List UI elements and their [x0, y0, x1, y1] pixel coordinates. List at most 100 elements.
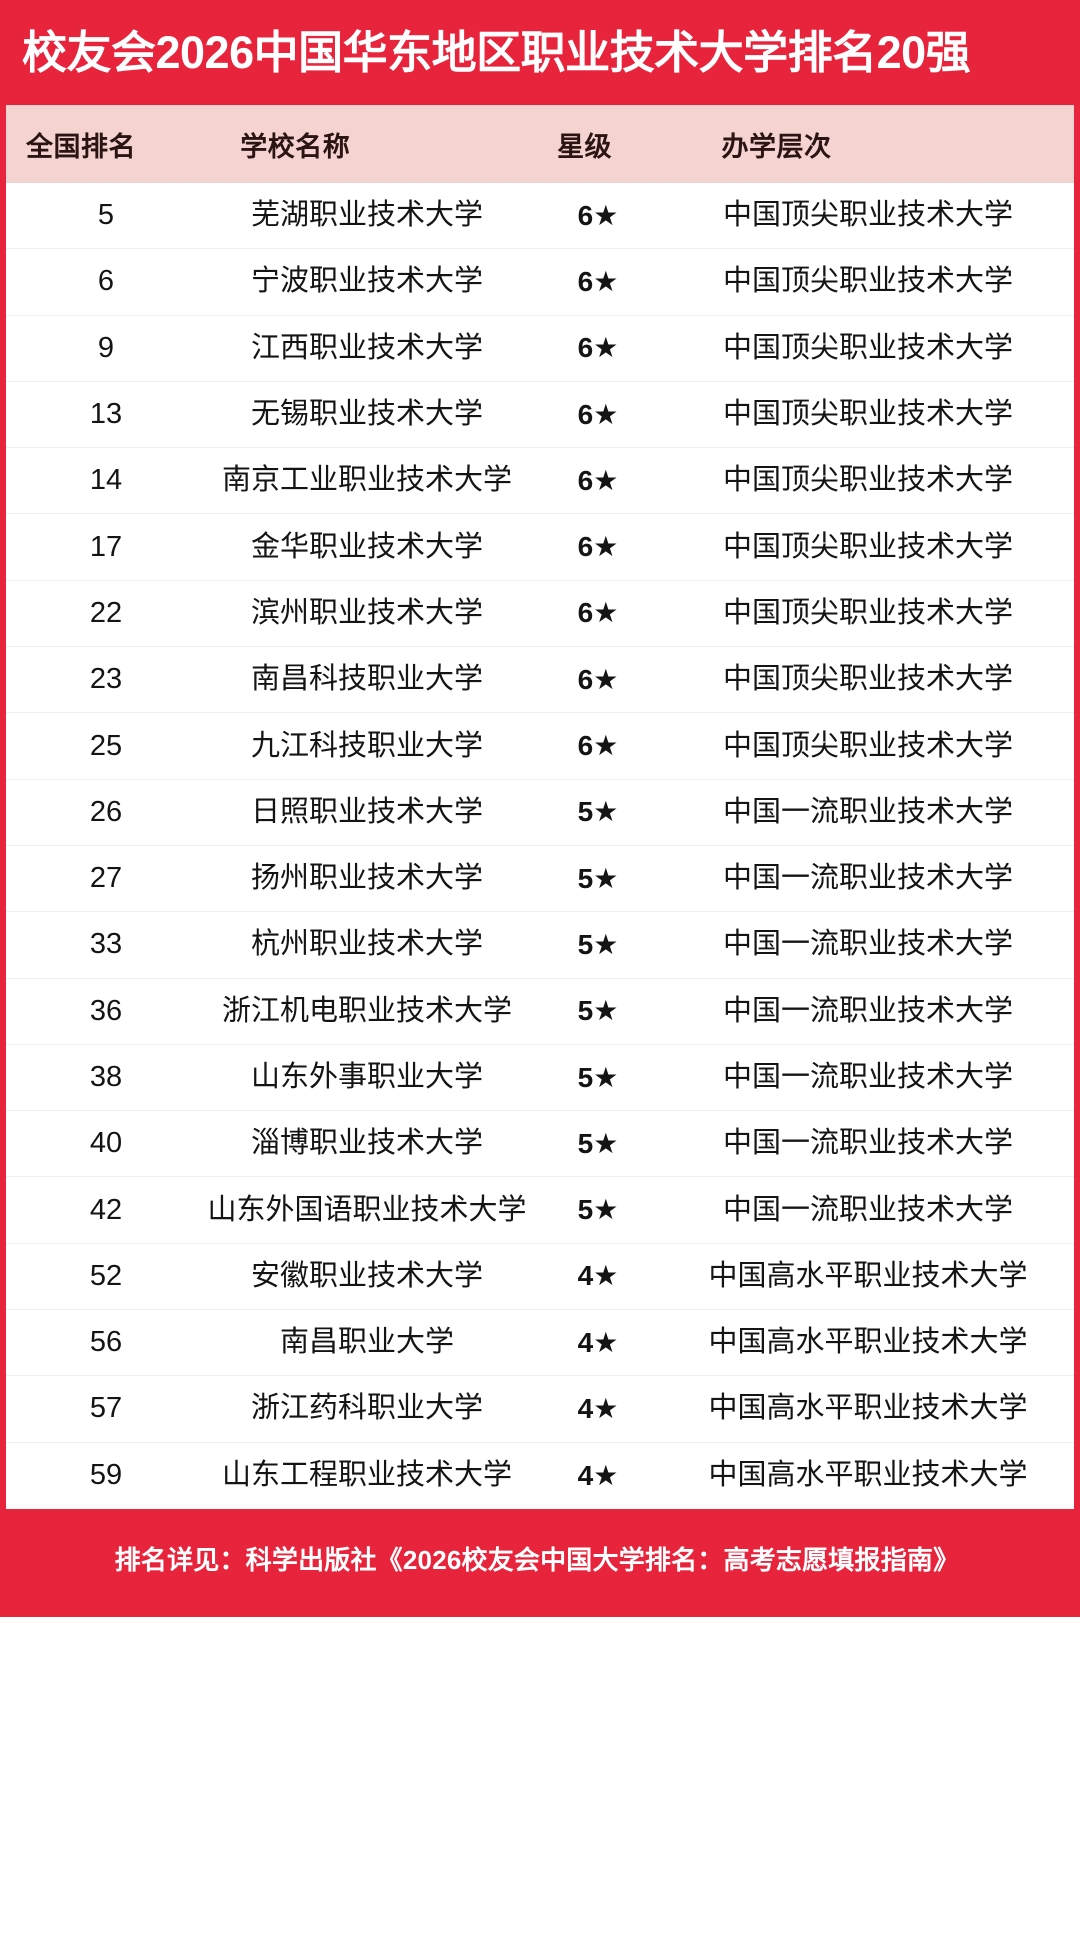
column-header-rank: 全国排名 — [26, 131, 136, 162]
cell-level: 中国顶尖职业技术大学 — [722, 265, 1013, 298]
cell-level: 中国高水平职业技术大学 — [708, 1326, 1028, 1359]
table-row: 23 南昌科技职业大学 6★ 中国顶尖职业技术大学 — [6, 647, 1074, 714]
cell-level: 中国高水平职业技术大学 — [708, 1459, 1028, 1492]
cell-school-name: 九江科技职业大学 — [250, 729, 483, 762]
footer-banner: 排名详见：科学出版社《2026校友会中国大学排名：高考志愿填报指南》 — [0, 1508, 1080, 1609]
cell-level: 中国顶尖职业技术大学 — [722, 331, 1013, 364]
cell-star-rating: 6★ — [577, 265, 619, 297]
cell-rank: 9 — [97, 331, 115, 364]
table-row: 56 南昌职业大学 4★ 中国高水平职业技术大学 — [6, 1310, 1074, 1377]
cell-school-name: 山东外国语职业技术大学 — [207, 1193, 527, 1226]
cell-star-rating: 5★ — [577, 1061, 619, 1093]
cell-school-name: 浙江药科职业大学 — [250, 1392, 483, 1425]
cell-star-rating: 6★ — [577, 531, 619, 563]
table-row: 22 滨州职业技术大学 6★ 中国顶尖职业技术大学 — [6, 581, 1074, 648]
cell-level: 中国一流职业技术大学 — [722, 1193, 1013, 1226]
cell-level: 中国顶尖职业技术大学 — [722, 596, 1013, 629]
cell-school-name: 南昌科技职业大学 — [250, 663, 483, 696]
cell-rank: 52 — [89, 1259, 123, 1292]
column-header-star: 星级 — [557, 131, 613, 162]
cell-level: 中国顶尖职业技术大学 — [722, 199, 1013, 232]
table-row: 36 浙江机电职业技术大学 5★ 中国一流职业技术大学 — [6, 979, 1074, 1045]
cell-star-rating: 5★ — [577, 1194, 619, 1226]
table-row: 33 杭州职业技术大学 5★ 中国一流职业技术大学 — [6, 912, 1074, 979]
table-header-row: 全国排名 学校名称 星级 办学层次 — [6, 105, 1074, 183]
cell-level: 中国一流职业技术大学 — [722, 795, 1013, 828]
cell-rank: 33 — [89, 928, 123, 961]
cell-rank: 13 — [89, 398, 123, 431]
cell-school-name: 杭州职业技术大学 — [250, 928, 483, 961]
table-row: 13 无锡职业技术大学 6★ 中国顶尖职业技术大学 — [6, 382, 1074, 449]
cell-school-name: 山东工程职业技术大学 — [221, 1459, 512, 1492]
cell-rank: 14 — [89, 464, 123, 497]
table-row: 14 南京工业职业技术大学 6★ 中国顶尖职业技术大学 — [6, 448, 1074, 515]
cell-rank: 26 — [89, 795, 123, 828]
cell-level: 中国顶尖职业技术大学 — [722, 663, 1013, 696]
cell-school-name: 淄博职业技术大学 — [250, 1127, 483, 1160]
table-row: 27 扬州职业技术大学 5★ 中国一流职业技术大学 — [6, 846, 1074, 913]
table-row: 38 山东外事职业大学 5★ 中国一流职业技术大学 — [6, 1045, 1074, 1112]
table-row: 17 金华职业技术大学 6★ 中国顶尖职业技术大学 — [6, 514, 1074, 581]
cell-level: 中国一流职业技术大学 — [722, 1127, 1013, 1160]
page-title: 校友会2026中国华东地区职业技术大学排名20强 — [22, 27, 971, 78]
cell-rank: 42 — [89, 1193, 123, 1226]
cell-star-rating: 5★ — [577, 1127, 619, 1159]
cell-star-rating: 6★ — [577, 464, 619, 496]
cell-star-rating: 4★ — [577, 1326, 619, 1358]
cell-level: 中国顶尖职业技术大学 — [722, 464, 1013, 497]
cell-star-rating: 6★ — [577, 730, 619, 762]
table-body: 5 芜湖职业技术大学 6★ 中国顶尖职业技术大学 6 宁波职业技术大学 6★ 中国顶尖职业技术… — [6, 183, 1074, 1509]
ranking-table: 全国排名 学校名称 星级 办学层次 5 芜湖职业技术大学 6★ 中国顶尖职业技术大学 6… — [0, 105, 1080, 1509]
cell-level: 中国顶尖职业技术大学 — [722, 530, 1013, 563]
cell-level: 中国一流职业技术大学 — [722, 928, 1013, 961]
cell-school-name: 日照职业技术大学 — [250, 795, 483, 828]
table-row: 42 山东外国语职业技术大学 5★ 中国一流职业技术大学 — [6, 1177, 1074, 1244]
table-row: 5 芜湖职业技术大学 6★ 中国顶尖职业技术大学 — [6, 183, 1074, 250]
cell-level: 中国顶尖职业技术大学 — [722, 729, 1013, 762]
cell-star-rating: 6★ — [577, 663, 619, 695]
cell-star-rating: 5★ — [577, 995, 619, 1027]
cell-school-name: 无锡职业技术大学 — [250, 398, 483, 431]
cell-school-name: 滨州职业技术大学 — [250, 596, 483, 629]
cell-star-rating: 6★ — [577, 199, 619, 231]
cell-rank: 5 — [97, 199, 115, 232]
column-header-name: 学校名称 — [240, 131, 351, 162]
title-banner: 校友会2026中国华东地区职业技术大学排名20强 — [0, 0, 1080, 105]
table-row: 52 安徽职业技术大学 4★ 中国高水平职业技术大学 — [6, 1244, 1074, 1311]
cell-level: 中国一流职业技术大学 — [722, 1061, 1013, 1093]
cell-level: 中国一流职业技术大学 — [722, 994, 1013, 1027]
cell-school-name: 浙江机电职业技术大学 — [221, 994, 512, 1027]
table-row: 6 宁波职业技术大学 6★ 中国顶尖职业技术大学 — [6, 249, 1074, 316]
footer-note: 排名详见：科学出版社《2026校友会中国大学排名：高考志愿填报指南》 — [114, 1545, 960, 1576]
cell-level: 中国顶尖职业技术大学 — [722, 398, 1013, 431]
cell-star-rating: 4★ — [577, 1392, 619, 1424]
cell-school-name: 金华职业技术大学 — [250, 530, 483, 563]
cell-school-name: 山东外事职业大学 — [250, 1061, 483, 1093]
cell-rank: 17 — [89, 530, 123, 563]
cell-school-name: 江西职业技术大学 — [250, 331, 483, 364]
cell-star-rating: 6★ — [577, 398, 619, 430]
column-header-level: 办学层次 — [721, 131, 832, 162]
cell-star-rating: 5★ — [577, 928, 619, 960]
table-row: 59 山东工程职业技术大学 4★ 中国高水平职业技术大学 — [6, 1443, 1074, 1509]
cell-rank: 22 — [89, 596, 123, 629]
cell-level: 中国高水平职业技术大学 — [708, 1392, 1028, 1425]
table-row: 57 浙江药科职业大学 4★ 中国高水平职业技术大学 — [6, 1376, 1074, 1443]
cell-rank: 57 — [89, 1392, 123, 1425]
cell-school-name: 宁波职业技术大学 — [250, 265, 483, 298]
table-row: 25 九江科技职业大学 6★ 中国顶尖职业技术大学 — [6, 713, 1074, 780]
cell-rank: 38 — [89, 1061, 123, 1093]
cell-rank: 25 — [89, 729, 123, 762]
cell-star-rating: 6★ — [577, 332, 619, 364]
cell-school-name: 南京工业职业技术大学 — [221, 464, 512, 497]
cell-star-rating: 5★ — [577, 796, 619, 828]
cell-star-rating: 4★ — [577, 1260, 619, 1292]
cell-star-rating: 5★ — [577, 862, 619, 894]
cell-school-name: 南昌职业大学 — [279, 1326, 454, 1359]
cell-rank: 6 — [97, 265, 115, 298]
cell-school-name: 扬州职业技术大学 — [250, 862, 483, 895]
footer-bottom-strip — [0, 1608, 1080, 1617]
cell-rank: 23 — [89, 663, 123, 696]
cell-rank: 36 — [89, 994, 123, 1027]
